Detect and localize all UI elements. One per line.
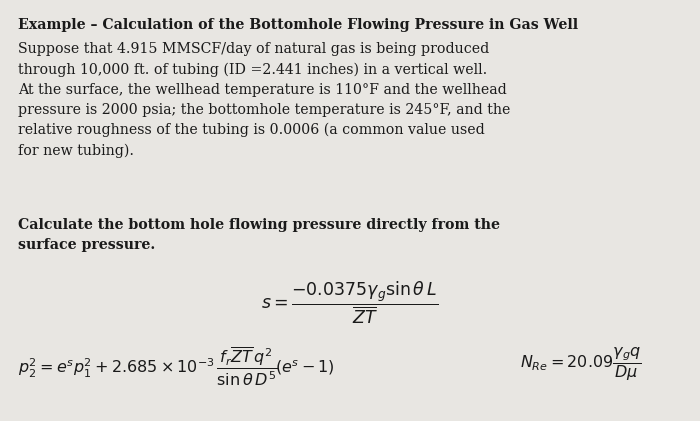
Text: Suppose that 4.915 MMSCF/day of natural gas is being produced
through 10,000 ft.: Suppose that 4.915 MMSCF/day of natural …	[18, 42, 510, 158]
Text: Example – Calculation of the Bottomhole Flowing Pressure in Gas Well: Example – Calculation of the Bottomhole …	[18, 18, 578, 32]
Text: $N_{Re} = 20.09\dfrac{\gamma_g q}{D\mu}$: $N_{Re} = 20.09\dfrac{\gamma_g q}{D\mu}$	[520, 345, 642, 383]
Text: $p_2^2 = e^s p_1^2 + 2.685 \times 10^{-3}\,\dfrac{f_r \overline{ZT}\, q^2}{\sin\: $p_2^2 = e^s p_1^2 + 2.685 \times 10^{-3…	[18, 345, 335, 388]
Text: $s = \dfrac{-0.0375\gamma_g \sin\theta\, L}{\overline{ZT}}$: $s = \dfrac{-0.0375\gamma_g \sin\theta\,…	[262, 280, 438, 326]
Text: Calculate the bottom hole flowing pressure directly from the
surface pressure.: Calculate the bottom hole flowing pressu…	[18, 218, 500, 252]
